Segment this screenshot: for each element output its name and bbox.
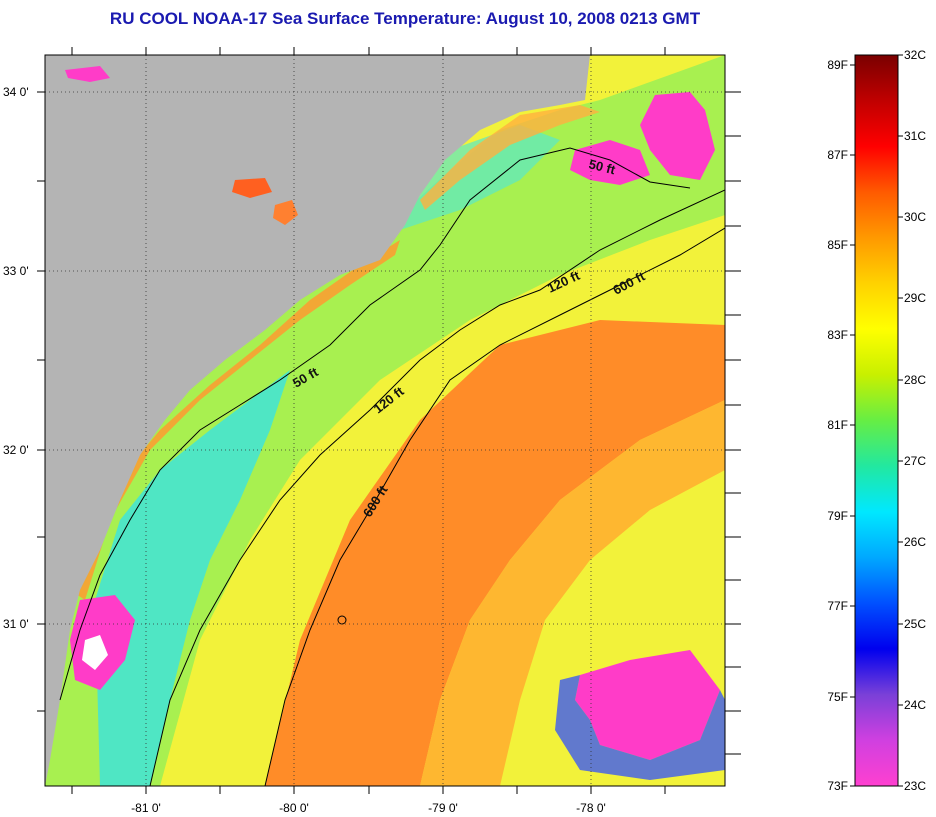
nearshore-cyan-water	[95, 370, 290, 786]
map-gridlines	[45, 55, 725, 786]
cloud-edge-southeast	[555, 675, 725, 780]
colorbar-label-28c: 28C	[904, 373, 926, 387]
cloud-patch-southeast	[575, 650, 720, 760]
contour-600ft	[264, 227, 725, 786]
colorbar	[854, 54, 899, 787]
lon-label-80: -80 0'	[279, 801, 309, 815]
cloud-white-core	[82, 635, 108, 670]
colorbar-label-77f: 77F	[827, 599, 848, 613]
lat-label-33: 33 0'	[3, 264, 29, 278]
colorbar-label-85f: 85F	[827, 238, 848, 252]
colorbar-label-87f: 87F	[827, 148, 848, 162]
cloud-patch-capefear	[570, 140, 650, 185]
colorbar-label-89f: 89F	[827, 58, 848, 72]
northern-warm-strip	[420, 105, 600, 210]
colorbar-ticks-c	[898, 54, 903, 787]
warm-offshore-band	[420, 400, 725, 786]
colorbar-label-29c: 29C	[904, 291, 926, 305]
map-frame	[44, 54, 726, 787]
colorbar-label-26c: 26C	[904, 535, 926, 549]
cloud-patch-northeast	[640, 92, 715, 180]
colorbar-label-30c: 30C	[904, 210, 926, 224]
lat-label-31: 31 0'	[3, 617, 29, 631]
map-plot-area	[45, 55, 725, 786]
colorbar-label-81f: 81F	[827, 418, 848, 432]
contour-120ft	[149, 189, 725, 786]
lon-label-78: -78 0'	[576, 801, 606, 815]
lat-label-32: 32 0'	[3, 443, 29, 457]
colorbar-label-31c: 31C	[904, 129, 926, 143]
cloud-patch-top-left	[65, 66, 110, 82]
colorbar-label-75f: 75F	[827, 690, 848, 704]
lat-label-34: 34 0'	[3, 85, 29, 99]
contour-label-50ft-north: 50 ft	[587, 156, 617, 177]
cloud-patch-inland-2	[273, 200, 298, 225]
lon-label-81: -81 0'	[131, 801, 161, 815]
map-ticks	[37, 47, 741, 794]
colorbar-ticks-f	[850, 64, 855, 787]
colorbar-label-24c: 24C	[904, 698, 926, 712]
gulf-stream-warm-water	[265, 320, 725, 786]
cloud-patch-inland	[232, 178, 272, 198]
land-mass	[45, 55, 590, 786]
colorbar-label-83f: 83F	[827, 328, 848, 342]
colorbar-label-73f: 73F	[827, 779, 848, 793]
lon-label-79: -79 0'	[428, 801, 458, 815]
colorbar-label-32c: 32C	[904, 48, 926, 62]
colorbar-label-23c: 23C	[904, 779, 926, 793]
colorbar-label-25c: 25C	[904, 617, 926, 631]
colorbar-label-79f: 79F	[827, 509, 848, 523]
map-title: RU COOL NOAA-17 Sea Surface Temperature:…	[109, 9, 701, 28]
colorbar-label-27c: 27C	[904, 454, 926, 468]
contour-50ft	[59, 147, 691, 701]
